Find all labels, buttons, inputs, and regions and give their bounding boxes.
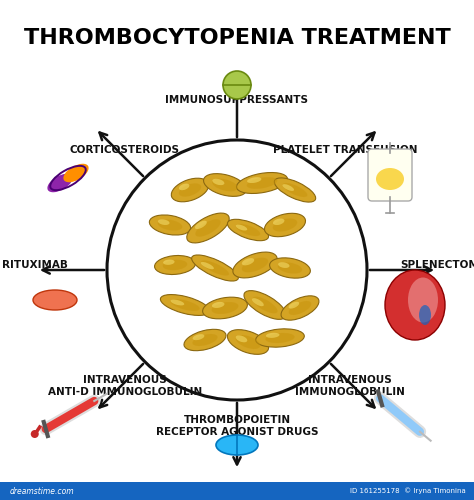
Ellipse shape — [160, 294, 210, 316]
Ellipse shape — [191, 255, 238, 281]
Ellipse shape — [265, 333, 294, 343]
Ellipse shape — [187, 213, 229, 243]
Ellipse shape — [201, 262, 214, 269]
Ellipse shape — [242, 258, 268, 272]
Ellipse shape — [184, 330, 226, 350]
Ellipse shape — [192, 334, 218, 346]
Ellipse shape — [179, 184, 201, 196]
Ellipse shape — [270, 258, 310, 278]
Ellipse shape — [228, 330, 269, 354]
Text: THROMBOPOIETIN
RECEPTOR AGONIST DRUGS: THROMBOPOIETIN RECEPTOR AGONIST DRUGS — [156, 415, 318, 438]
Text: THROMBOCYTOPENIA TREATMENT: THROMBOCYTOPENIA TREATMENT — [24, 28, 450, 48]
Ellipse shape — [385, 270, 445, 340]
Ellipse shape — [283, 184, 294, 191]
Ellipse shape — [170, 299, 200, 311]
Text: SPLENECTOMY: SPLENECTOMY — [400, 260, 474, 270]
Ellipse shape — [247, 177, 261, 183]
Circle shape — [31, 430, 39, 438]
Ellipse shape — [236, 336, 247, 342]
Circle shape — [223, 71, 251, 99]
Ellipse shape — [149, 215, 191, 235]
Ellipse shape — [171, 178, 209, 202]
Text: dreamstime.com: dreamstime.com — [10, 486, 74, 496]
Ellipse shape — [195, 220, 207, 229]
Text: ID 161255178  © Iryna Timonina: ID 161255178 © Iryna Timonina — [350, 488, 466, 494]
Ellipse shape — [236, 224, 247, 230]
Ellipse shape — [236, 335, 260, 349]
FancyBboxPatch shape — [368, 149, 412, 201]
Ellipse shape — [33, 290, 77, 310]
Ellipse shape — [163, 260, 187, 270]
Ellipse shape — [408, 278, 438, 322]
Text: INTRAVENOUS
ANTI-D IMMUNOGLOBULIN: INTRAVENOUS ANTI-D IMMUNOGLOBULIN — [48, 375, 202, 398]
Ellipse shape — [246, 177, 277, 189]
Ellipse shape — [266, 333, 280, 338]
Ellipse shape — [289, 301, 311, 315]
Ellipse shape — [253, 296, 278, 314]
Ellipse shape — [155, 256, 195, 274]
Text: RITUXIMAB: RITUXIMAB — [2, 260, 68, 270]
Ellipse shape — [289, 302, 299, 308]
Ellipse shape — [212, 178, 238, 192]
Ellipse shape — [64, 164, 89, 182]
Ellipse shape — [195, 220, 221, 236]
Ellipse shape — [47, 174, 73, 193]
Ellipse shape — [211, 302, 238, 314]
Ellipse shape — [233, 252, 277, 278]
Ellipse shape — [255, 329, 304, 347]
Ellipse shape — [192, 334, 204, 340]
Text: IMMUNOSUPPRESSANTS: IMMUNOSUPPRESSANTS — [165, 95, 309, 105]
Ellipse shape — [419, 305, 431, 325]
Text: INTRAVENOUS
IMMUNOGLOBULIN: INTRAVENOUS IMMUNOGLOBULIN — [295, 375, 405, 398]
Ellipse shape — [212, 179, 224, 185]
Ellipse shape — [252, 298, 264, 306]
Ellipse shape — [274, 178, 316, 202]
Ellipse shape — [171, 300, 184, 306]
Ellipse shape — [376, 168, 404, 190]
Ellipse shape — [163, 260, 174, 265]
Ellipse shape — [201, 260, 229, 276]
Text: PLATELET TRANSFUSION: PLATELET TRANSFUSION — [273, 145, 417, 155]
Ellipse shape — [236, 224, 260, 236]
Ellipse shape — [273, 218, 284, 225]
Ellipse shape — [264, 214, 305, 236]
Ellipse shape — [202, 297, 247, 319]
Ellipse shape — [273, 218, 297, 232]
Ellipse shape — [212, 302, 225, 308]
Ellipse shape — [242, 258, 254, 266]
Ellipse shape — [278, 262, 290, 268]
Ellipse shape — [281, 296, 319, 320]
Ellipse shape — [228, 220, 269, 240]
Bar — [0, 482, 474, 500]
Ellipse shape — [158, 220, 182, 230]
Ellipse shape — [179, 184, 190, 190]
Ellipse shape — [244, 290, 286, 320]
Ellipse shape — [278, 262, 302, 274]
Ellipse shape — [203, 174, 246, 197]
Ellipse shape — [216, 435, 258, 455]
Ellipse shape — [158, 220, 170, 225]
Ellipse shape — [237, 172, 288, 194]
Text: CORTICOSTEROIDS: CORTICOSTEROIDS — [70, 145, 180, 155]
Ellipse shape — [283, 183, 307, 197]
